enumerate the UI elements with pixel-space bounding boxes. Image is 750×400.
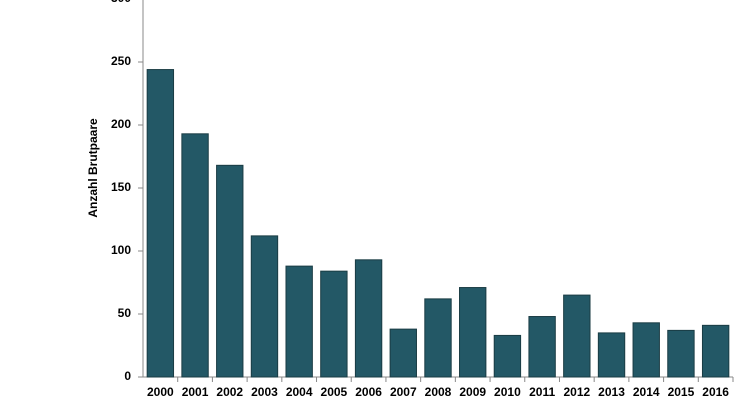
y-axis-label: Anzahl Brutpaare — [86, 118, 100, 218]
x-tick-label: 2008 — [425, 385, 452, 399]
y-tick-label: 150 — [111, 180, 131, 194]
bar — [563, 294, 591, 378]
x-tick-label: 2002 — [216, 385, 243, 399]
x-tick-label: 2007 — [390, 385, 417, 399]
bar — [459, 287, 487, 378]
bar — [250, 235, 279, 378]
bar — [597, 332, 626, 378]
bar — [701, 324, 730, 378]
bar — [181, 133, 209, 378]
bar — [424, 298, 452, 378]
y-tick-label: 50 — [118, 306, 132, 320]
x-tick-label: 2011 — [529, 385, 555, 399]
x-tick-label: 2004 — [286, 385, 313, 399]
y-tick-label: 200 — [111, 117, 131, 131]
x-tick-label: 2015 — [668, 385, 695, 399]
bar — [493, 334, 522, 378]
x-tick-label: 2012 — [563, 385, 590, 399]
x-tick-label: 2000 — [147, 385, 174, 399]
x-tick-label: 2001 — [182, 385, 209, 399]
bar — [354, 259, 383, 378]
x-tick-label: 2009 — [459, 385, 486, 399]
bar — [528, 316, 556, 378]
x-tick-label: 2016 — [702, 385, 729, 399]
y-tick-label: 100 — [111, 243, 131, 257]
bar — [146, 69, 175, 378]
x-tick-label: 2014 — [633, 385, 660, 399]
y-tick-label: 300 — [111, 0, 131, 5]
bar — [667, 329, 695, 378]
x-tick-label: 2013 — [598, 385, 625, 399]
x-tick-label: 2003 — [251, 385, 278, 399]
bar — [632, 322, 660, 378]
x-tick-label: 2005 — [321, 385, 348, 399]
bar — [320, 270, 348, 378]
y-tick-label: 0 — [124, 369, 131, 383]
bar — [216, 164, 244, 378]
bar — [389, 328, 417, 378]
x-tick-label: 2010 — [494, 385, 521, 399]
y-tick-label: 250 — [111, 54, 131, 68]
bar — [285, 265, 313, 378]
x-tick-label: 2006 — [355, 385, 382, 399]
